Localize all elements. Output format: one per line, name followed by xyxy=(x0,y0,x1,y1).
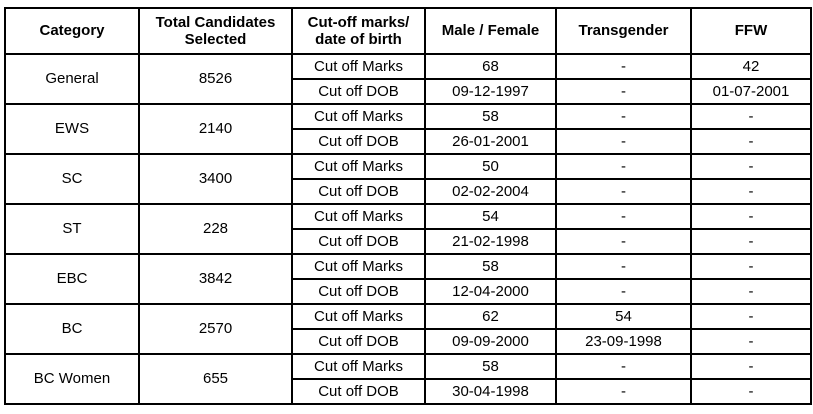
header-male-female: Male / Female xyxy=(424,7,557,55)
transgender-cell: - xyxy=(555,378,692,405)
group-sc-marks-row: SC 3400 Cut off Marks 50 - - xyxy=(4,153,812,205)
male-female-cell: 09-09-2000 xyxy=(424,328,557,355)
transgender-cell: - xyxy=(555,228,692,255)
ffw-cell: - xyxy=(690,328,812,355)
row-label-cell: Cut off DOB xyxy=(291,128,426,155)
male-female-cell: 50 xyxy=(424,153,557,180)
row-label-cell: Cut off Marks xyxy=(291,303,426,330)
ffw-cell: - xyxy=(690,303,812,330)
ffw-cell: - xyxy=(690,128,812,155)
male-female-cell: 58 xyxy=(424,253,557,280)
header-cutoff: Cut-off marks/ date of birth xyxy=(291,7,426,55)
category-cell: EBC xyxy=(4,253,140,305)
table-body: General 8526 Cut off Marks 68 - 42 Cut o… xyxy=(4,53,812,405)
transgender-cell: - xyxy=(555,353,692,380)
transgender-cell: - xyxy=(555,128,692,155)
transgender-cell: - xyxy=(555,178,692,205)
male-female-cell: 62 xyxy=(424,303,557,330)
transgender-cell: - xyxy=(555,278,692,305)
ffw-cell: - xyxy=(690,378,812,405)
row-label-cell: Cut off DOB xyxy=(291,278,426,305)
male-female-cell: 21-02-1998 xyxy=(424,228,557,255)
male-female-cell: 68 xyxy=(424,53,557,80)
transgender-cell: 54 xyxy=(555,303,692,330)
header-total-line2: Selected xyxy=(184,31,247,48)
total-cell: 3400 xyxy=(138,153,293,205)
header-cutoff-line2: date of birth xyxy=(315,31,402,48)
group-st-marks-row: ST 228 Cut off Marks 54 - - xyxy=(4,203,812,255)
header-transgender: Transgender xyxy=(555,7,692,55)
row-label-cell: Cut off DOB xyxy=(291,378,426,405)
transgender-cell: - xyxy=(555,103,692,130)
group-ews-marks-row: EWS 2140 Cut off Marks 58 - - xyxy=(4,103,812,155)
category-cell: EWS xyxy=(4,103,140,155)
header-ffw: FFW xyxy=(690,7,812,55)
ffw-cell: - xyxy=(690,178,812,205)
transgender-cell: 23-09-1998 xyxy=(555,328,692,355)
group-bc-women-dob-row: Cut off DOB 30-04-1998 - - xyxy=(5,378,812,405)
male-female-cell: 30-04-1998 xyxy=(424,378,557,405)
row-label-cell: Cut off DOB xyxy=(291,78,426,105)
male-female-cell: 26-01-2001 xyxy=(424,128,557,155)
group-bc-marks-row: BC 2570 Cut off Marks 62 54 - xyxy=(4,303,812,355)
row-label-cell: Cut off Marks xyxy=(291,103,426,130)
group-ews-dob-row: Cut off DOB 26-01-2001 - - xyxy=(5,128,812,155)
table-header: Category Total Candidates Selected Cut-o… xyxy=(4,7,812,55)
category-cell: SC xyxy=(4,153,140,205)
total-cell: 228 xyxy=(138,203,293,255)
transgender-cell: - xyxy=(555,203,692,230)
group-st-dob-row: Cut off DOB 21-02-1998 - - xyxy=(5,228,812,255)
group-general-dob-row: Cut off DOB 09-12-1997 - 01-07-2001 xyxy=(5,78,812,105)
ffw-cell: 01-07-2001 xyxy=(690,78,812,105)
male-female-cell: 02-02-2004 xyxy=(424,178,557,205)
category-cell: General xyxy=(4,53,140,105)
total-cell: 8526 xyxy=(138,53,293,105)
transgender-cell: - xyxy=(555,153,692,180)
male-female-cell: 09-12-1997 xyxy=(424,78,557,105)
header-row: Category Total Candidates Selected Cut-o… xyxy=(4,7,812,55)
ffw-cell: - xyxy=(690,353,812,380)
row-label-cell: Cut off Marks xyxy=(291,353,426,380)
male-female-cell: 12-04-2000 xyxy=(424,278,557,305)
group-sc-dob-row: Cut off DOB 02-02-2004 - - xyxy=(5,178,812,205)
row-label-cell: Cut off Marks xyxy=(291,203,426,230)
row-label-cell: Cut off Marks xyxy=(291,53,426,80)
transgender-cell: - xyxy=(555,53,692,80)
male-female-cell: 58 xyxy=(424,103,557,130)
group-bc-women-marks-row: BC Women 655 Cut off Marks 58 - - xyxy=(4,353,812,405)
ffw-cell: 42 xyxy=(690,53,812,80)
ffw-cell: - xyxy=(690,153,812,180)
ffw-cell: - xyxy=(690,278,812,305)
transgender-cell: - xyxy=(555,78,692,105)
header-total-candidates: Total Candidates Selected xyxy=(138,7,293,55)
transgender-cell: - xyxy=(555,253,692,280)
ffw-cell: - xyxy=(690,253,812,280)
header-cutoff-line1: Cut-off marks/ xyxy=(307,13,410,31)
cutoff-table: Category Total Candidates Selected Cut-o… xyxy=(4,7,812,405)
header-total-line1: Total Candidates xyxy=(155,13,276,31)
row-label-cell: Cut off Marks xyxy=(291,253,426,280)
group-general-marks-row: General 8526 Cut off Marks 68 - 42 xyxy=(4,53,812,105)
category-cell: BC xyxy=(4,303,140,355)
total-cell: 2140 xyxy=(138,103,293,155)
total-cell: 3842 xyxy=(138,253,293,305)
category-cell: BC Women xyxy=(4,353,140,405)
male-female-cell: 58 xyxy=(424,353,557,380)
ffw-cell: - xyxy=(690,228,812,255)
category-cell: ST xyxy=(4,203,140,255)
group-bc-dob-row: Cut off DOB 09-09-2000 23-09-1998 - xyxy=(5,328,812,355)
group-ebc-dob-row: Cut off DOB 12-04-2000 - - xyxy=(5,278,812,305)
header-category: Category xyxy=(4,7,140,55)
row-label-cell: Cut off DOB xyxy=(291,228,426,255)
row-label-cell: Cut off DOB xyxy=(291,178,426,205)
total-cell: 2570 xyxy=(138,303,293,355)
group-ebc-marks-row: EBC 3842 Cut off Marks 58 - - xyxy=(4,253,812,305)
ffw-cell: - xyxy=(690,103,812,130)
row-label-cell: Cut off DOB xyxy=(291,328,426,355)
male-female-cell: 54 xyxy=(424,203,557,230)
row-label-cell: Cut off Marks xyxy=(291,153,426,180)
total-cell: 655 xyxy=(138,353,293,405)
ffw-cell: - xyxy=(690,203,812,230)
